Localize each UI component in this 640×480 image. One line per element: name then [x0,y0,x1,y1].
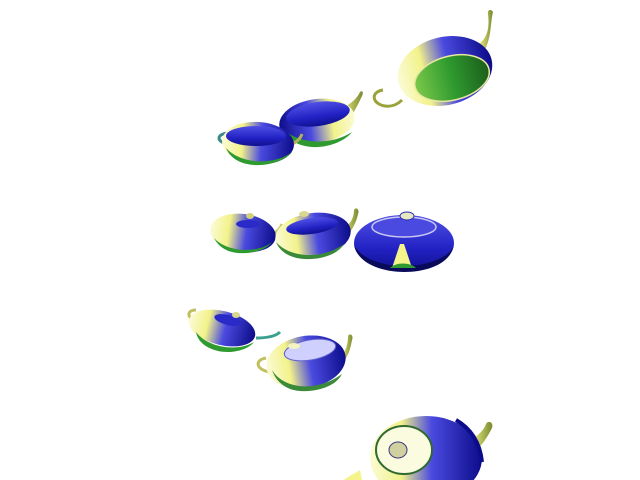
teapot-icon [275,208,359,260]
teapot-icon [187,308,282,352]
teapot-icon [210,213,284,254]
teapot-icon [354,211,454,272]
teapot-icon [344,416,493,480]
teapot-icon [279,91,363,148]
teapot-icon [372,9,493,108]
teapot-icon [217,121,304,166]
teapot-icon [256,334,353,392]
